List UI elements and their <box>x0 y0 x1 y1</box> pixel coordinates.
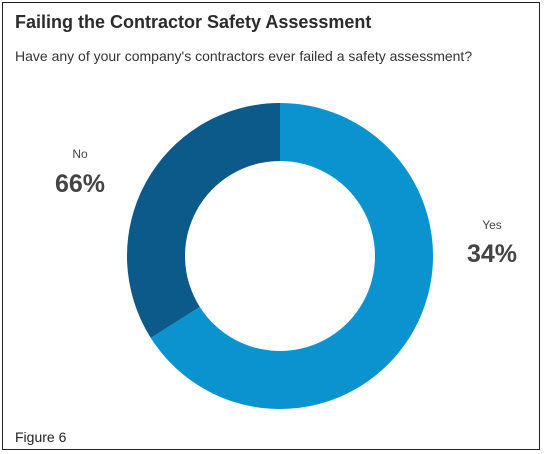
slice-label-no: No 66% <box>55 147 105 198</box>
chart-subtitle: Have any of your company's contractors e… <box>15 48 473 64</box>
donut-slice-no <box>127 103 280 338</box>
label-no-name: No <box>72 147 88 161</box>
slice-label-yes: Yes 34% <box>467 218 517 268</box>
figure-caption: Figure 6 <box>15 429 67 445</box>
donut-slice-yes <box>150 103 434 409</box>
chart-title: Failing the Contractor Safety Assessment <box>15 12 372 32</box>
donut-slices <box>127 103 434 409</box>
label-yes-value: 34% <box>467 240 517 268</box>
label-no-value: 66% <box>55 170 105 198</box>
label-yes-name: Yes <box>482 218 502 232</box>
